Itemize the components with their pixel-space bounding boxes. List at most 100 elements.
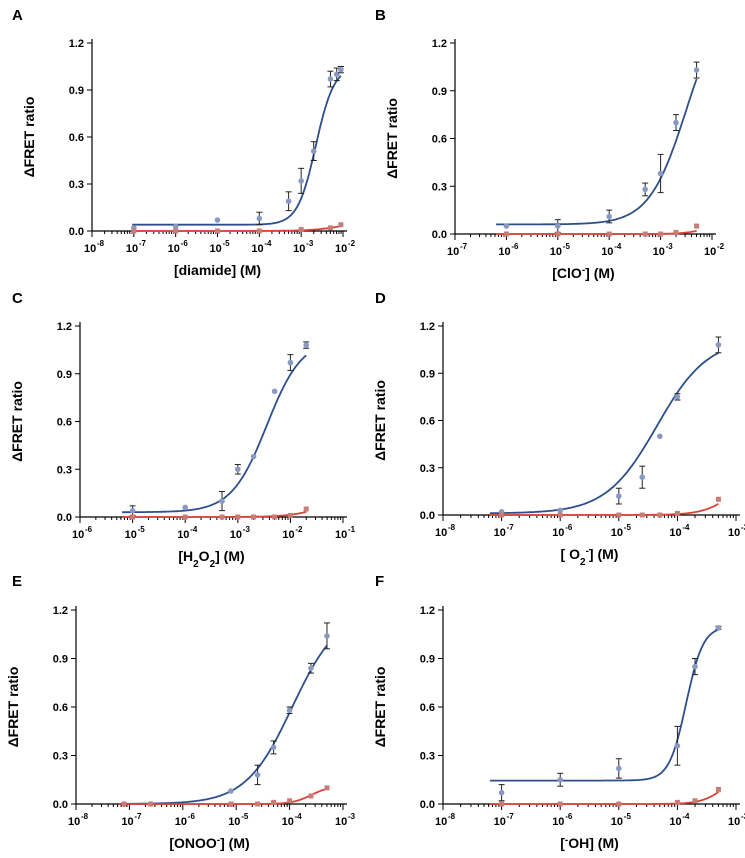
- x-axis-label-part: ] (M): [589, 546, 619, 562]
- series-control: [489, 786, 721, 807]
- data-point: [499, 801, 505, 807]
- x-tick-label: 10: [611, 527, 623, 539]
- data-point: [715, 786, 721, 792]
- series-sensor: [496, 61, 700, 233]
- axis-frame: [79, 322, 347, 518]
- x-tick-exponent: -3: [741, 812, 745, 821]
- y-tick-label: 0.3: [53, 751, 68, 763]
- data-point: [557, 512, 563, 518]
- data-point: [503, 231, 509, 237]
- data-point: [338, 66, 344, 73]
- x-tick-label: 10: [669, 527, 681, 539]
- x-tick-label: 10: [335, 243, 347, 255]
- x-axis-label-part: -: [217, 835, 220, 846]
- x-tick-label: 10: [552, 816, 564, 828]
- data-point: [286, 707, 293, 714]
- x-tick-exponent: -2: [717, 242, 725, 251]
- data-point: [298, 226, 304, 232]
- x-tick-label: 10: [228, 816, 240, 828]
- y-tick-label: 0.6: [69, 132, 84, 144]
- y-axis-label: ΔFRET ratio: [372, 380, 388, 461]
- data-point: [121, 801, 127, 807]
- x-axis-label-part: [H: [178, 548, 193, 564]
- data-point: [219, 514, 225, 520]
- data-point: [131, 228, 137, 234]
- x-axis-label: [ O2-] (M): [561, 546, 619, 568]
- data-point: [272, 514, 278, 520]
- x-axis-label: [ONOO-] (M): [169, 835, 249, 852]
- data-point: [327, 76, 334, 82]
- y-tick-label: 0.9: [420, 368, 435, 380]
- x-tick-label: 10: [175, 816, 187, 828]
- data-point: [639, 512, 645, 518]
- data-point: [228, 788, 234, 794]
- x-tick-exponent: -7: [507, 812, 515, 821]
- data-point: [715, 624, 722, 631]
- data-point: [673, 229, 679, 235]
- fit-curve-sensor: [132, 75, 342, 226]
- x-tick-label: 10: [335, 529, 347, 541]
- data-point: [693, 67, 700, 73]
- panel-letter: D: [375, 290, 386, 307]
- x-axis-label-part: 2: [580, 557, 586, 568]
- x-tick-exponent: -8: [448, 523, 456, 532]
- data-point: [287, 359, 294, 366]
- data-point: [503, 223, 510, 229]
- y-tick-label: 0.9: [53, 654, 68, 666]
- series-sensor: [489, 624, 722, 802]
- x-tick-exponent: -7: [139, 239, 147, 248]
- data-point: [499, 512, 505, 518]
- chart-panel-b: B0.00.30.60.91.210 -7 10 -6 10 -5 10 -4 10 -3 10 -2…: [375, 7, 725, 281]
- x-tick-exponent: -3: [243, 525, 251, 534]
- x-tick-label: 10: [84, 243, 96, 255]
- y-tick-label: 1.2: [53, 605, 68, 617]
- x-tick-label: 10: [552, 527, 564, 539]
- axis-frame: [442, 606, 740, 805]
- series-control: [496, 223, 700, 237]
- x-axis-label-part: -: [565, 835, 568, 846]
- x-axis-label-part: -: [582, 265, 585, 276]
- data-point: [182, 514, 188, 520]
- x-tick-label: 10: [728, 816, 740, 828]
- y-tick-label: 0.9: [420, 654, 435, 666]
- y-axis-label: ΔFRET ratio: [21, 97, 37, 178]
- x-tick-label: 10: [498, 246, 510, 258]
- y-tick-label: 0.6: [57, 417, 72, 429]
- x-axis-label-part: [diamide] (M): [174, 262, 261, 278]
- y-tick-label: 0.0: [53, 799, 68, 811]
- y-tick-label: 1.2: [57, 321, 72, 333]
- x-tick-exponent: -3: [348, 812, 356, 821]
- x-tick-exponent: -6: [565, 523, 573, 532]
- x-tick-exponent: -5: [223, 239, 231, 248]
- x-tick-exponent: -8: [81, 812, 89, 821]
- axis-frame: [442, 322, 740, 516]
- panel-letter: B: [375, 7, 386, 24]
- series-control: [122, 506, 309, 520]
- data-point: [555, 231, 561, 237]
- data-point: [172, 223, 179, 230]
- x-tick-label: 10: [177, 529, 189, 541]
- fit-curve-sensor: [489, 628, 719, 782]
- x-tick-label: 10: [653, 246, 665, 258]
- y-tick-label: 0.0: [420, 510, 435, 522]
- series-sensor: [489, 336, 722, 515]
- x-tick-exponent: -4: [264, 239, 272, 248]
- x-axis-label-part: [ O: [561, 546, 581, 562]
- panel-letter: C: [12, 290, 23, 307]
- y-tick-label: 0.6: [420, 416, 435, 428]
- data-point: [557, 507, 563, 514]
- chart-panel-c: C0.00.30.60.91.210 -6 10 -5 10 -4 10 -3 10 -2 10 -1…: [9, 290, 356, 570]
- data-point: [228, 801, 234, 807]
- x-tick-exponent: -6: [565, 812, 573, 821]
- data-point: [303, 342, 309, 348]
- chart-panel-a: A0.00.30.60.91.210 -8 10 -7 10 -6 10 -5 10 -4 10 -3…: [12, 7, 356, 278]
- x-tick-label: 10: [126, 243, 138, 255]
- y-tick-label: 0.0: [420, 799, 435, 811]
- x-tick-exponent: -2: [295, 525, 303, 534]
- x-tick-label: 10: [210, 243, 222, 255]
- data-point: [327, 225, 333, 231]
- fit-curve-sensor: [122, 354, 307, 514]
- series-sensor: [118, 622, 330, 807]
- x-tick-label: 10: [68, 816, 80, 828]
- data-point: [271, 799, 277, 805]
